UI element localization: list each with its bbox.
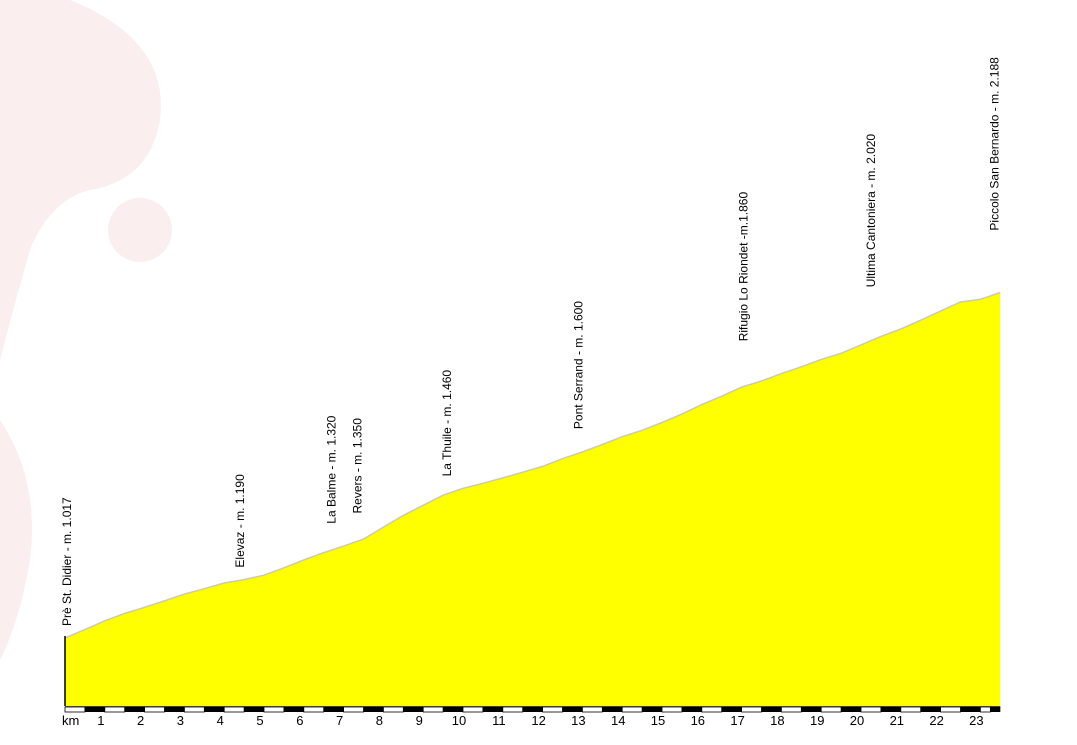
waypoint-label: Prè St. Didier - m. 1.017 — [60, 497, 74, 626]
km-scale-segment — [183, 706, 205, 713]
waypoint-label: Elevaz - m. 1.190 — [233, 474, 247, 568]
km-scale-segment — [244, 707, 264, 712]
km-scale-segment — [422, 706, 444, 713]
waypoint-label: Pont Serrand - m. 1.600 — [571, 301, 585, 429]
km-scale-segment — [303, 706, 325, 713]
x-tick-label: 17 — [730, 713, 744, 728]
km-scale-segment — [403, 707, 424, 712]
km-scale-segment — [502, 706, 524, 713]
km-scale-segment — [661, 706, 683, 713]
km-scale-segment — [741, 706, 762, 713]
km-scale-segment — [920, 707, 941, 712]
x-tick-label: 3 — [177, 713, 184, 728]
x-tick-label: 22 — [929, 713, 943, 728]
x-tick-label: 12 — [531, 713, 545, 728]
km-scale-segment — [283, 707, 304, 712]
km-scale-segment — [621, 706, 643, 713]
km-scale-segment — [990, 707, 1001, 712]
km-scale-segment — [602, 707, 623, 712]
km-scale-segment — [960, 707, 981, 712]
km-scale-segment — [164, 707, 185, 712]
km-scale-segment — [900, 706, 922, 713]
km-scale-segment — [104, 706, 126, 713]
km-scale-segment — [721, 707, 742, 712]
waypoint-label: Piccolo San Bernardo - m. 2.188 — [987, 57, 1001, 231]
km-scale-segment — [323, 707, 344, 712]
km-scale-segment — [382, 706, 404, 713]
km-scale-segment — [144, 706, 165, 713]
km-scale-segment — [263, 706, 285, 713]
km-scale-segment — [880, 707, 901, 712]
x-tick-label: 14 — [611, 713, 625, 728]
elevation-area — [65, 292, 1001, 706]
x-tick-label: 23 — [969, 713, 983, 728]
km-scale-segment — [223, 706, 245, 713]
watermark — [0, 0, 172, 660]
x-tick-label: 4 — [217, 713, 224, 728]
waypoint-label: Revers - m. 1.350 — [351, 418, 365, 514]
x-tick-label: 1 — [97, 713, 104, 728]
km-scale-segment — [482, 707, 503, 712]
km-scale-segment — [343, 706, 364, 713]
x-tick-label: 20 — [850, 713, 864, 728]
x-tick-label: 16 — [691, 713, 705, 728]
km-scale-segment — [204, 707, 225, 712]
waypoint-label: La Balme - m. 1.320 — [325, 415, 339, 523]
waypoint-label: La Thuile - m. 1.460 — [440, 370, 454, 477]
km-scale-segment — [443, 707, 463, 712]
km-scale-segment — [562, 707, 583, 712]
km-scale-segment — [701, 706, 723, 713]
x-tick-label: 15 — [651, 713, 665, 728]
km-scale-segment — [582, 706, 603, 713]
km-scale-segment — [542, 706, 563, 713]
km-scale-segment — [940, 706, 961, 713]
x-tick-label: 9 — [416, 713, 423, 728]
x-tick-label: 10 — [452, 713, 466, 728]
x-tick-label: 2 — [137, 713, 144, 728]
x-tick-label: 13 — [571, 713, 585, 728]
x-tick-label: 21 — [890, 713, 904, 728]
waypoint-label: Rifugio Lo Riondet -m.1.860 — [737, 192, 751, 342]
x-tick-label: 5 — [256, 713, 263, 728]
x-axis-unit-label: km — [62, 713, 79, 728]
x-tick-label: 11 — [492, 713, 506, 728]
x-tick-label: 8 — [376, 713, 383, 728]
km-scale-segment — [522, 707, 543, 712]
x-tick-label: 18 — [770, 713, 784, 728]
km-scale-segment — [801, 707, 822, 712]
km-scale-segment — [84, 707, 105, 712]
km-scale-segment — [462, 706, 484, 713]
km-scale-segment — [64, 706, 86, 713]
km-scale-segment — [124, 707, 145, 712]
km-scale-segment — [642, 707, 662, 712]
x-tick-label: 7 — [336, 713, 343, 728]
km-scale-segment — [820, 706, 842, 713]
km-scale-segment — [681, 707, 702, 712]
km-scale-segment — [363, 707, 384, 712]
waypoint-label: Ultima Cantoniera - m. 2.020 — [864, 134, 878, 288]
km-scale-segment — [980, 706, 991, 713]
km-scale-segment — [860, 706, 882, 713]
km-scale-segment — [761, 707, 782, 712]
x-tick-label: 6 — [296, 713, 303, 728]
x-tick-label: 19 — [810, 713, 824, 728]
elevation-line — [64, 291, 1001, 639]
km-scale-segment — [781, 706, 802, 713]
km-scale-segment — [841, 707, 861, 712]
